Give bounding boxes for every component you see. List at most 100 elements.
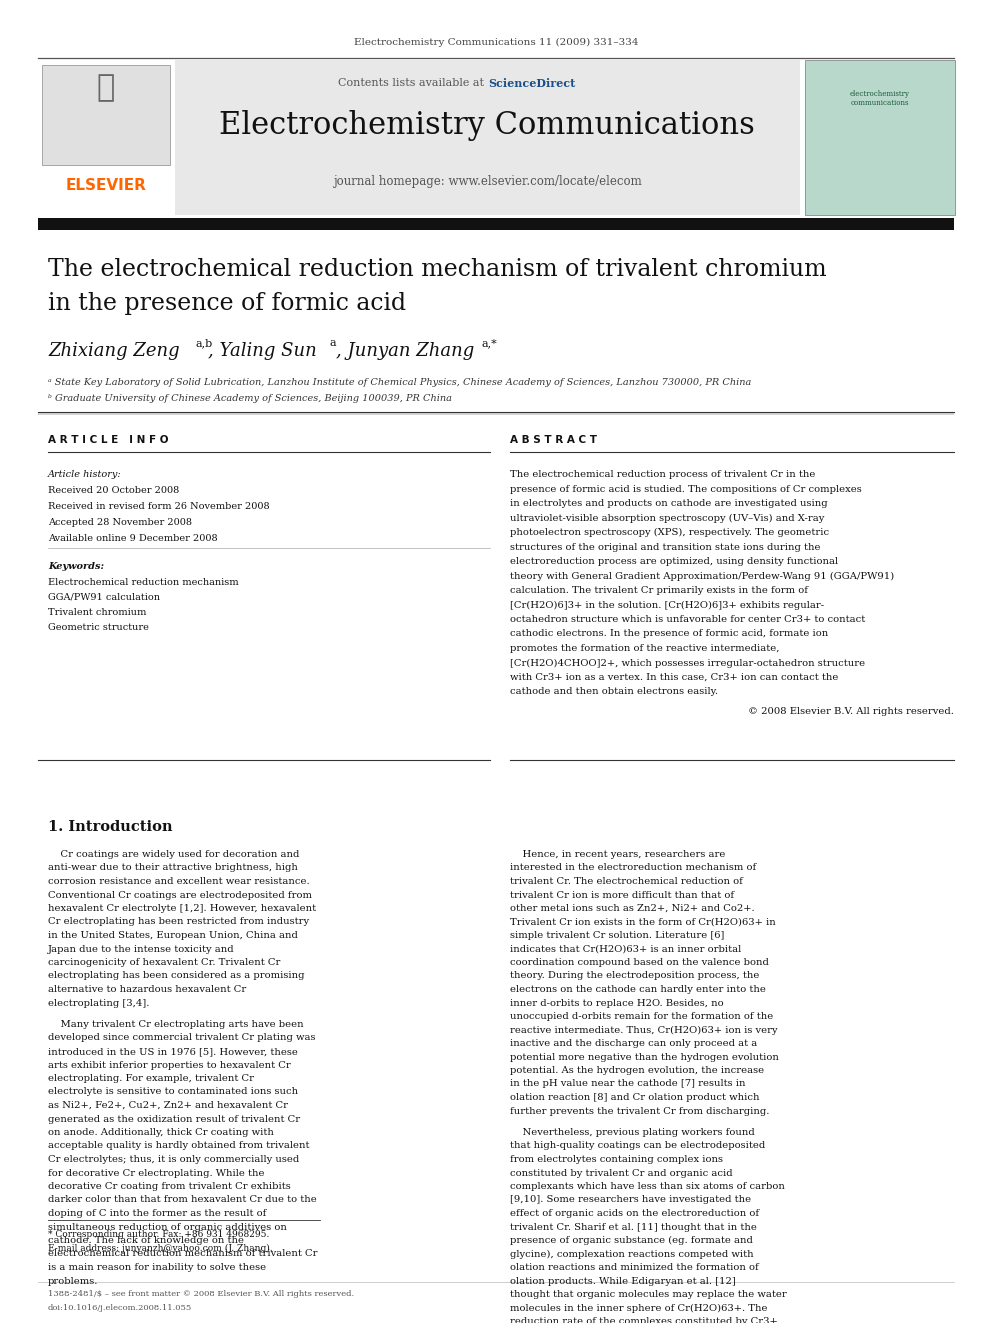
Text: in the pH value near the cathode [7] results in: in the pH value near the cathode [7] res… bbox=[510, 1080, 746, 1089]
Text: darker color than that from hexavalent Cr due to the: darker color than that from hexavalent C… bbox=[48, 1196, 316, 1204]
Text: Keywords:: Keywords: bbox=[48, 562, 104, 572]
Text: a: a bbox=[330, 337, 336, 348]
Bar bbox=[175, 60, 800, 216]
Text: for decorative Cr electroplating. While the: for decorative Cr electroplating. While … bbox=[48, 1168, 265, 1177]
Text: olation products. While Edigaryan et al. [12]: olation products. While Edigaryan et al.… bbox=[510, 1277, 736, 1286]
Text: further prevents the trivalent Cr from discharging.: further prevents the trivalent Cr from d… bbox=[510, 1106, 770, 1115]
Bar bbox=[38, 60, 173, 216]
Text: journal homepage: www.elsevier.com/locate/elecom: journal homepage: www.elsevier.com/locat… bbox=[332, 175, 642, 188]
Text: carcinogenicity of hexavalent Cr. Trivalent Cr: carcinogenicity of hexavalent Cr. Trival… bbox=[48, 958, 281, 967]
Text: Accepted 28 November 2008: Accepted 28 November 2008 bbox=[48, 519, 192, 527]
Text: developed since commercial trivalent Cr plating was: developed since commercial trivalent Cr … bbox=[48, 1033, 315, 1043]
Text: anti-wear due to their attractive brightness, high: anti-wear due to their attractive bright… bbox=[48, 864, 298, 872]
Text: electrochemistry
communications: electrochemistry communications bbox=[850, 90, 910, 107]
Text: theory with General Gradient Approximation/Perdew-Wang 91 (GGA/PW91): theory with General Gradient Approximati… bbox=[510, 572, 894, 581]
Text: promotes the formation of the reactive intermediate,: promotes the formation of the reactive i… bbox=[510, 644, 780, 654]
Text: Zhixiang Zeng: Zhixiang Zeng bbox=[48, 343, 180, 360]
Text: decorative Cr coating from trivalent Cr exhibits: decorative Cr coating from trivalent Cr … bbox=[48, 1181, 291, 1191]
Text: Cr coatings are widely used for decoration and: Cr coatings are widely used for decorati… bbox=[48, 849, 300, 859]
Text: trivalent Cr. The electrochemical reduction of: trivalent Cr. The electrochemical reduct… bbox=[510, 877, 743, 886]
Text: Electrochemistry Communications 11 (2009) 331–334: Electrochemistry Communications 11 (2009… bbox=[354, 38, 638, 48]
Text: Electrochemical reduction mechanism: Electrochemical reduction mechanism bbox=[48, 578, 239, 587]
Text: Conventional Cr coatings are electrodeposited from: Conventional Cr coatings are electrodepo… bbox=[48, 890, 312, 900]
Text: E-mail address: junyanzh@yahoo.com (J. Zhang).: E-mail address: junyanzh@yahoo.com (J. Z… bbox=[48, 1244, 273, 1253]
Text: acceptable quality is hardly obtained from trivalent: acceptable quality is hardly obtained fr… bbox=[48, 1142, 310, 1151]
Text: generated as the oxidization result of trivalent Cr: generated as the oxidization result of t… bbox=[48, 1114, 301, 1123]
Text: indicates that Cr(H2O)63+ is an inner orbital: indicates that Cr(H2O)63+ is an inner or… bbox=[510, 945, 741, 954]
Text: olation reactions and minimized the formation of: olation reactions and minimized the form… bbox=[510, 1263, 759, 1271]
Text: , Junyan Zhang: , Junyan Zhang bbox=[336, 343, 474, 360]
Text: complexants which have less than six atoms of carbon: complexants which have less than six ato… bbox=[510, 1181, 785, 1191]
Text: with Cr3+ ion as a vertex. In this case, Cr3+ ion can contact the: with Cr3+ ion as a vertex. In this case,… bbox=[510, 673, 838, 681]
Text: Received in revised form 26 November 2008: Received in revised form 26 November 200… bbox=[48, 501, 270, 511]
Text: presence of formic acid is studied. The compositions of Cr complexes: presence of formic acid is studied. The … bbox=[510, 484, 862, 493]
Text: coordination compound based on the valence bond: coordination compound based on the valen… bbox=[510, 958, 769, 967]
Text: Article history:: Article history: bbox=[48, 470, 122, 479]
Text: electrolyte is sensitive to contaminated ions such: electrolyte is sensitive to contaminated… bbox=[48, 1088, 299, 1097]
Text: ELSEVIER: ELSEVIER bbox=[65, 179, 147, 193]
Text: doping of C into the former as the result of: doping of C into the former as the resul… bbox=[48, 1209, 267, 1218]
Text: in electrolytes and products on cathode are investigated using: in electrolytes and products on cathode … bbox=[510, 499, 827, 508]
Text: electroplating [3,4].: electroplating [3,4]. bbox=[48, 999, 150, 1008]
Text: ᵇ Graduate University of Chinese Academy of Sciences, Beijing 100039, PR China: ᵇ Graduate University of Chinese Academy… bbox=[48, 394, 452, 404]
Text: electroreduction process are optimized, using density functional: electroreduction process are optimized, … bbox=[510, 557, 838, 566]
Text: Cr electrolytes; thus, it is only commercially used: Cr electrolytes; thus, it is only commer… bbox=[48, 1155, 300, 1164]
Text: [Cr(H2O)6]3+ in the solution. [Cr(H2O)6]3+ exhibits regular-: [Cr(H2O)6]3+ in the solution. [Cr(H2O)6]… bbox=[510, 601, 824, 610]
Text: Trivalent chromium: Trivalent chromium bbox=[48, 609, 147, 617]
Text: from electrolytes containing complex ions: from electrolytes containing complex ion… bbox=[510, 1155, 723, 1164]
Text: ᵃ State Key Laboratory of Solid Lubrication, Lanzhou Institute of Chemical Physi: ᵃ State Key Laboratory of Solid Lubricat… bbox=[48, 378, 751, 388]
Bar bbox=[42, 65, 170, 165]
Text: on anode. Additionally, thick Cr coating with: on anode. Additionally, thick Cr coating… bbox=[48, 1129, 274, 1136]
Text: Nevertheless, previous plating workers found: Nevertheless, previous plating workers f… bbox=[510, 1129, 755, 1136]
Text: simultaneous reduction of organic additives on: simultaneous reduction of organic additi… bbox=[48, 1222, 287, 1232]
Text: trivalent Cr. Sharif et al. [11] thought that in the: trivalent Cr. Sharif et al. [11] thought… bbox=[510, 1222, 757, 1232]
Bar bbox=[805, 60, 955, 216]
Text: theory. During the electrodeposition process, the: theory. During the electrodeposition pro… bbox=[510, 971, 759, 980]
Text: octahedron structure which is unfavorable for center Cr3+ to contact: octahedron structure which is unfavorabl… bbox=[510, 615, 865, 624]
Text: ultraviolet-visible absorption spectroscopy (UV–Vis) and X-ray: ultraviolet-visible absorption spectrosc… bbox=[510, 513, 824, 523]
Text: Received 20 October 2008: Received 20 October 2008 bbox=[48, 486, 180, 495]
Text: photoelectron spectroscopy (XPS), respectively. The geometric: photoelectron spectroscopy (XPS), respec… bbox=[510, 528, 829, 537]
Text: reactive intermediate. Thus, Cr(H2O)63+ ion is very: reactive intermediate. Thus, Cr(H2O)63+ … bbox=[510, 1025, 778, 1035]
Text: inner d-orbits to replace H2O. Besides, no: inner d-orbits to replace H2O. Besides, … bbox=[510, 999, 723, 1008]
Text: A B S T R A C T: A B S T R A C T bbox=[510, 435, 597, 445]
Text: as Ni2+, Fe2+, Cu2+, Zn2+ and hexavalent Cr: as Ni2+, Fe2+, Cu2+, Zn2+ and hexavalent… bbox=[48, 1101, 288, 1110]
Text: electroplating. For example, trivalent Cr: electroplating. For example, trivalent C… bbox=[48, 1074, 254, 1084]
Text: trivalent Cr ion is more difficult than that of: trivalent Cr ion is more difficult than … bbox=[510, 890, 734, 900]
Text: electrons on the cathode can hardly enter into the: electrons on the cathode can hardly ente… bbox=[510, 986, 766, 994]
Text: arts exhibit inferior properties to hexavalent Cr: arts exhibit inferior properties to hexa… bbox=[48, 1061, 291, 1069]
Bar bbox=[38, 218, 954, 230]
Text: A R T I C L E   I N F O: A R T I C L E I N F O bbox=[48, 435, 169, 445]
Text: reduction rate of the complexes constituted by Cr3+: reduction rate of the complexes constitu… bbox=[510, 1316, 778, 1323]
Text: interested in the electroreduction mechanism of: interested in the electroreduction mecha… bbox=[510, 864, 756, 872]
Text: Japan due to the intense toxicity and: Japan due to the intense toxicity and bbox=[48, 945, 235, 954]
Text: Many trivalent Cr electroplating arts have been: Many trivalent Cr electroplating arts ha… bbox=[48, 1020, 304, 1029]
Text: The electrochemical reduction process of trivalent Cr in the: The electrochemical reduction process of… bbox=[510, 470, 815, 479]
Text: hexavalent Cr electrolyte [1,2]. However, hexavalent: hexavalent Cr electrolyte [1,2]. However… bbox=[48, 904, 316, 913]
Text: a,*: a,* bbox=[481, 337, 497, 348]
Text: olation reaction [8] and Cr olation product which: olation reaction [8] and Cr olation prod… bbox=[510, 1093, 760, 1102]
Text: in the presence of formic acid: in the presence of formic acid bbox=[48, 292, 406, 315]
Text: effect of organic acids on the electroreduction of: effect of organic acids on the electrore… bbox=[510, 1209, 759, 1218]
Text: cathode and then obtain electrons easily.: cathode and then obtain electrons easily… bbox=[510, 688, 718, 696]
Text: Geometric structure: Geometric structure bbox=[48, 623, 149, 632]
Text: Contents lists available at: Contents lists available at bbox=[337, 78, 487, 89]
Text: ScienceDirect: ScienceDirect bbox=[488, 78, 575, 89]
Text: other metal ions such as Zn2+, Ni2+ and Co2+.: other metal ions such as Zn2+, Ni2+ and … bbox=[510, 904, 755, 913]
Text: molecules in the inner sphere of Cr(H2O)63+. The: molecules in the inner sphere of Cr(H2O)… bbox=[510, 1303, 768, 1312]
Text: [9,10]. Some researchers have investigated the: [9,10]. Some researchers have investigat… bbox=[510, 1196, 751, 1204]
Text: inactive and the discharge can only proceed at a: inactive and the discharge can only proc… bbox=[510, 1039, 757, 1048]
Text: , Yaling Sun: , Yaling Sun bbox=[208, 343, 316, 360]
Text: potential more negative than the hydrogen evolution: potential more negative than the hydroge… bbox=[510, 1053, 779, 1061]
Text: alternative to hazardous hexavalent Cr: alternative to hazardous hexavalent Cr bbox=[48, 986, 246, 994]
Text: a,b: a,b bbox=[196, 337, 213, 348]
Text: calculation. The trivalent Cr primarily exists in the form of: calculation. The trivalent Cr primarily … bbox=[510, 586, 808, 595]
Text: Available online 9 December 2008: Available online 9 December 2008 bbox=[48, 534, 217, 542]
Text: unoccupied d-orbits remain for the formation of the: unoccupied d-orbits remain for the forma… bbox=[510, 1012, 773, 1021]
Text: problems.: problems. bbox=[48, 1277, 98, 1286]
Text: introduced in the US in 1976 [5]. However, these: introduced in the US in 1976 [5]. Howeve… bbox=[48, 1046, 298, 1056]
Text: corrosion resistance and excellent wear resistance.: corrosion resistance and excellent wear … bbox=[48, 877, 310, 886]
Text: cathode. The lack of knowledge on the: cathode. The lack of knowledge on the bbox=[48, 1236, 244, 1245]
Text: * Corresponding author. Fax: +86 931 4968295.: * Corresponding author. Fax: +86 931 496… bbox=[48, 1230, 270, 1240]
Text: electroplating has been considered as a promising: electroplating has been considered as a … bbox=[48, 971, 305, 980]
